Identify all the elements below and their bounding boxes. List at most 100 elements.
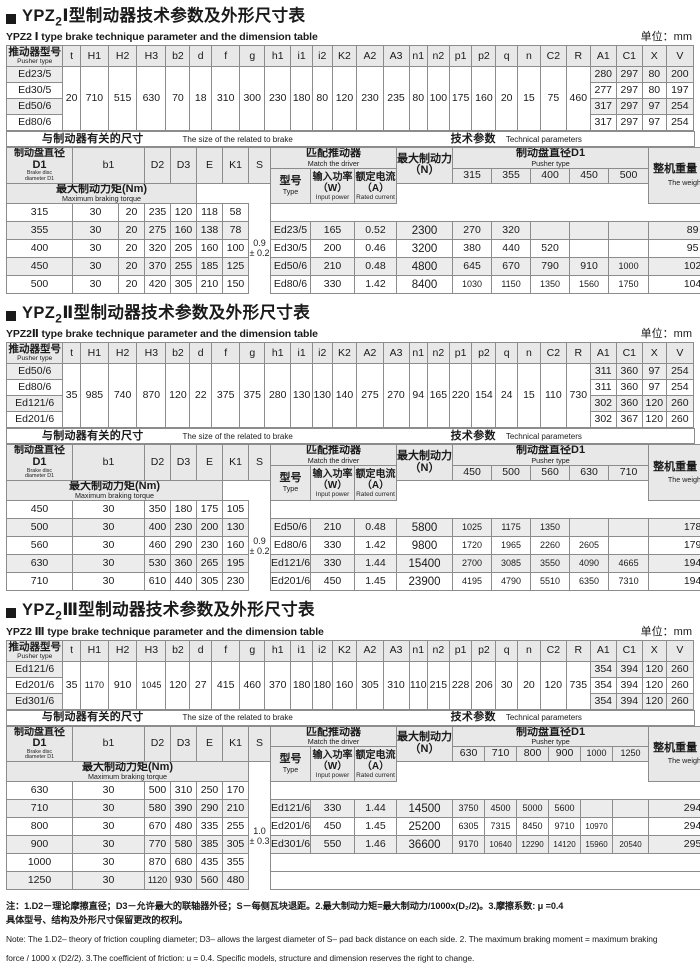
header-dim-b2: b2 [166, 46, 190, 67]
cell-torque-450 [570, 222, 609, 240]
cell-dim-t: 35 [63, 364, 80, 428]
cell-dim-f: 375 [212, 364, 240, 428]
cell-d3: 290 [171, 537, 197, 555]
cell-max-force: 25200 [397, 818, 453, 836]
cell-max-force: 4800 [397, 258, 453, 276]
cell-torque-710: 4500 [485, 800, 517, 818]
cell-e: 560 [197, 872, 223, 890]
cell-rated-current: 1.42 [355, 537, 397, 555]
header-D2: D2 [145, 726, 171, 761]
header-D3: D3 [171, 148, 197, 183]
cell-e: 118 [197, 204, 223, 222]
cell-d3: 680 [171, 854, 197, 872]
header-dim-R: R [566, 343, 590, 364]
cell-dim-i1: 130 [291, 364, 313, 428]
header-K1: K1 [223, 148, 249, 183]
cell-d2: 1120 [145, 872, 171, 890]
cell-torque-500: 1965 [492, 537, 531, 555]
header-input-power: 输入功率（W）Input power [311, 465, 355, 500]
cell-dim-X: 97 [642, 115, 666, 131]
cell-dim-V: 254 [666, 99, 693, 115]
cell-dim-C1: 360 [616, 396, 642, 412]
cell-torque-1000: 15960 [581, 836, 613, 854]
header-b1: b1 [73, 445, 145, 480]
cell-k1: 195 [223, 555, 249, 573]
header-dim-n1: n1 [409, 46, 427, 67]
cell-max-force: 15400 [397, 555, 453, 573]
cell-dim-K2: 140 [332, 364, 357, 428]
cell-driver-type: Ed23/5 [271, 222, 311, 240]
cell-d2: 275 [145, 222, 171, 240]
cell-d1: 500 [7, 519, 73, 537]
cell-dim-C1: 297 [616, 67, 642, 83]
cell-torque-450: 910 [570, 258, 609, 276]
cell-rated-current: 0.46 [355, 240, 397, 258]
cell-pusher-type: Ed121/6 [7, 661, 63, 677]
cell-torque-710: 7315 [485, 818, 517, 836]
cell-torque-800: 5000 [517, 800, 549, 818]
header-dim-H2: H2 [108, 343, 136, 364]
bullet-square-icon [6, 311, 16, 321]
section-title-cn: YPZ2Ⅰ型制动器技术参数及外形尺寸表 [6, 6, 694, 31]
cell-torque-1250: 20540 [613, 836, 649, 854]
cell-torque-630 [570, 519, 609, 537]
cell-d3: 930 [171, 872, 197, 890]
cell-torque-560: 1350 [531, 519, 570, 537]
cell-b1: 30 [73, 818, 145, 836]
cell-dim-A2: 305 [357, 661, 383, 709]
header-disc-1250: 1250 [613, 747, 649, 762]
cell-dim-i1: 180 [291, 67, 313, 131]
header-dim-q: q [496, 640, 518, 661]
bullet-square-icon [6, 14, 16, 24]
header-disc-450: 450 [453, 465, 492, 480]
cell-pusher-type: Ed201/6 [7, 677, 63, 693]
cell-torque-450: 1720 [453, 537, 492, 555]
cell-pusher-type: Ed121/6 [7, 396, 63, 412]
cell-d2: 870 [145, 854, 171, 872]
header-dim-t: t [63, 46, 80, 67]
cell-torque-710: 7310 [609, 573, 649, 591]
cell-torque-900: 5600 [549, 800, 581, 818]
cell-input-power: 165 [311, 222, 355, 240]
cell-weight: 89 [649, 222, 700, 240]
header-dim-i2: i2 [312, 640, 332, 661]
section-title-cn: YPZ2Ⅲ型制动器技术参数及外形尺寸表 [6, 600, 694, 625]
header-D2: D2 [145, 445, 171, 480]
cell-torque-500: 1750 [609, 276, 649, 294]
cell-driver-type: Ed30/5 [271, 240, 311, 258]
header-dim-K2: K2 [332, 640, 357, 661]
cell-dim-R: 730 [566, 364, 590, 428]
cell-torque-630: 6305 [453, 818, 485, 836]
cell-b1: 30 [73, 519, 145, 537]
header-dim-n: n [518, 343, 541, 364]
cell-b1b: 20 [119, 258, 145, 276]
cell-k1: 125 [223, 258, 249, 276]
cell-d1: 1000 [7, 854, 73, 872]
cell-dim-C1: 360 [616, 380, 642, 396]
cell-k1: 105 [223, 501, 249, 519]
header-dim-n: n [518, 46, 541, 67]
cell-k1: 210 [223, 800, 249, 818]
header-dim-p2: p2 [472, 343, 496, 364]
cell-dim-t: 20 [63, 67, 80, 131]
